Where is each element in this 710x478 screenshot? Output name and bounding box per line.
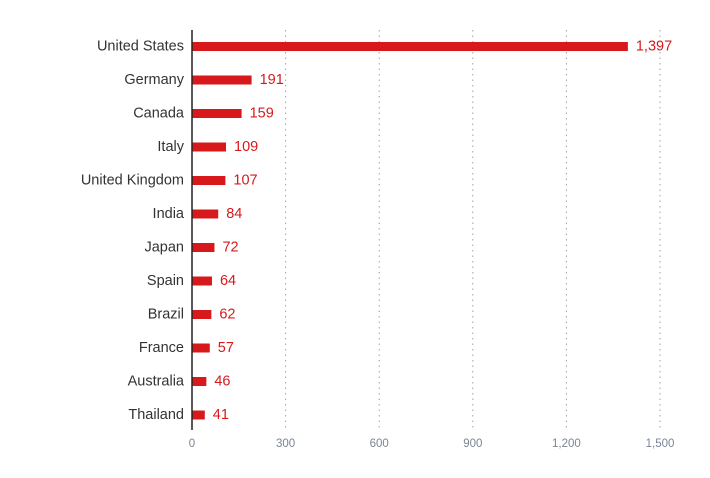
- value-label: 1,397: [636, 38, 672, 54]
- value-label: 62: [219, 306, 235, 322]
- bar: [192, 75, 252, 85]
- bar: [192, 142, 227, 152]
- bar: [192, 343, 210, 353]
- category-label: Thailand: [128, 407, 184, 423]
- bar: [192, 109, 242, 118]
- bar: [192, 310, 212, 319]
- bar: [192, 209, 219, 219]
- bar: [192, 42, 628, 51]
- value-label: 159: [250, 105, 274, 121]
- category-label: Australia: [128, 373, 185, 389]
- value-label: 84: [226, 206, 242, 222]
- bar: [192, 176, 226, 185]
- value-label: 191: [260, 72, 284, 88]
- value-label: 57: [218, 340, 234, 356]
- gridlines: [285, 30, 661, 430]
- category-label: Spain: [147, 273, 184, 289]
- category-label: United States: [97, 38, 184, 54]
- value-label: 72: [222, 239, 238, 255]
- category-label: Germany: [124, 72, 184, 88]
- x-axis-ticks: 0 300 600 900 1,200 1,500: [189, 438, 675, 450]
- value-label: 46: [214, 373, 230, 389]
- value-label: 41: [213, 407, 229, 423]
- category-label: Italy: [157, 139, 184, 155]
- bar: [192, 276, 212, 286]
- category-label: France: [139, 340, 184, 356]
- bar: [192, 410, 205, 420]
- value-labels: 1,397 191 159 109 107 84 72 64 62 57 46 41: [213, 38, 672, 423]
- value-label: 107: [233, 172, 257, 188]
- category-label: United Kingdom: [81, 172, 184, 188]
- value-label: 109: [234, 139, 258, 155]
- x-tick-label: 600: [370, 438, 389, 450]
- category-label: Brazil: [148, 306, 184, 322]
- bar: [192, 377, 207, 386]
- bars: [192, 42, 628, 420]
- x-tick-label: 1,200: [552, 438, 581, 450]
- bar: [192, 243, 215, 252]
- category-label: Canada: [133, 105, 185, 121]
- x-tick-label: 900: [463, 438, 482, 450]
- x-tick-label: 0: [189, 438, 195, 450]
- category-label: India: [153, 206, 185, 222]
- category-labels: United States Germany Canada Italy United Ki…: [81, 38, 185, 423]
- x-tick-label: 1,500: [646, 438, 675, 450]
- value-label: 64: [220, 273, 236, 289]
- category-label: Japan: [144, 239, 184, 255]
- x-tick-label: 300: [276, 438, 295, 450]
